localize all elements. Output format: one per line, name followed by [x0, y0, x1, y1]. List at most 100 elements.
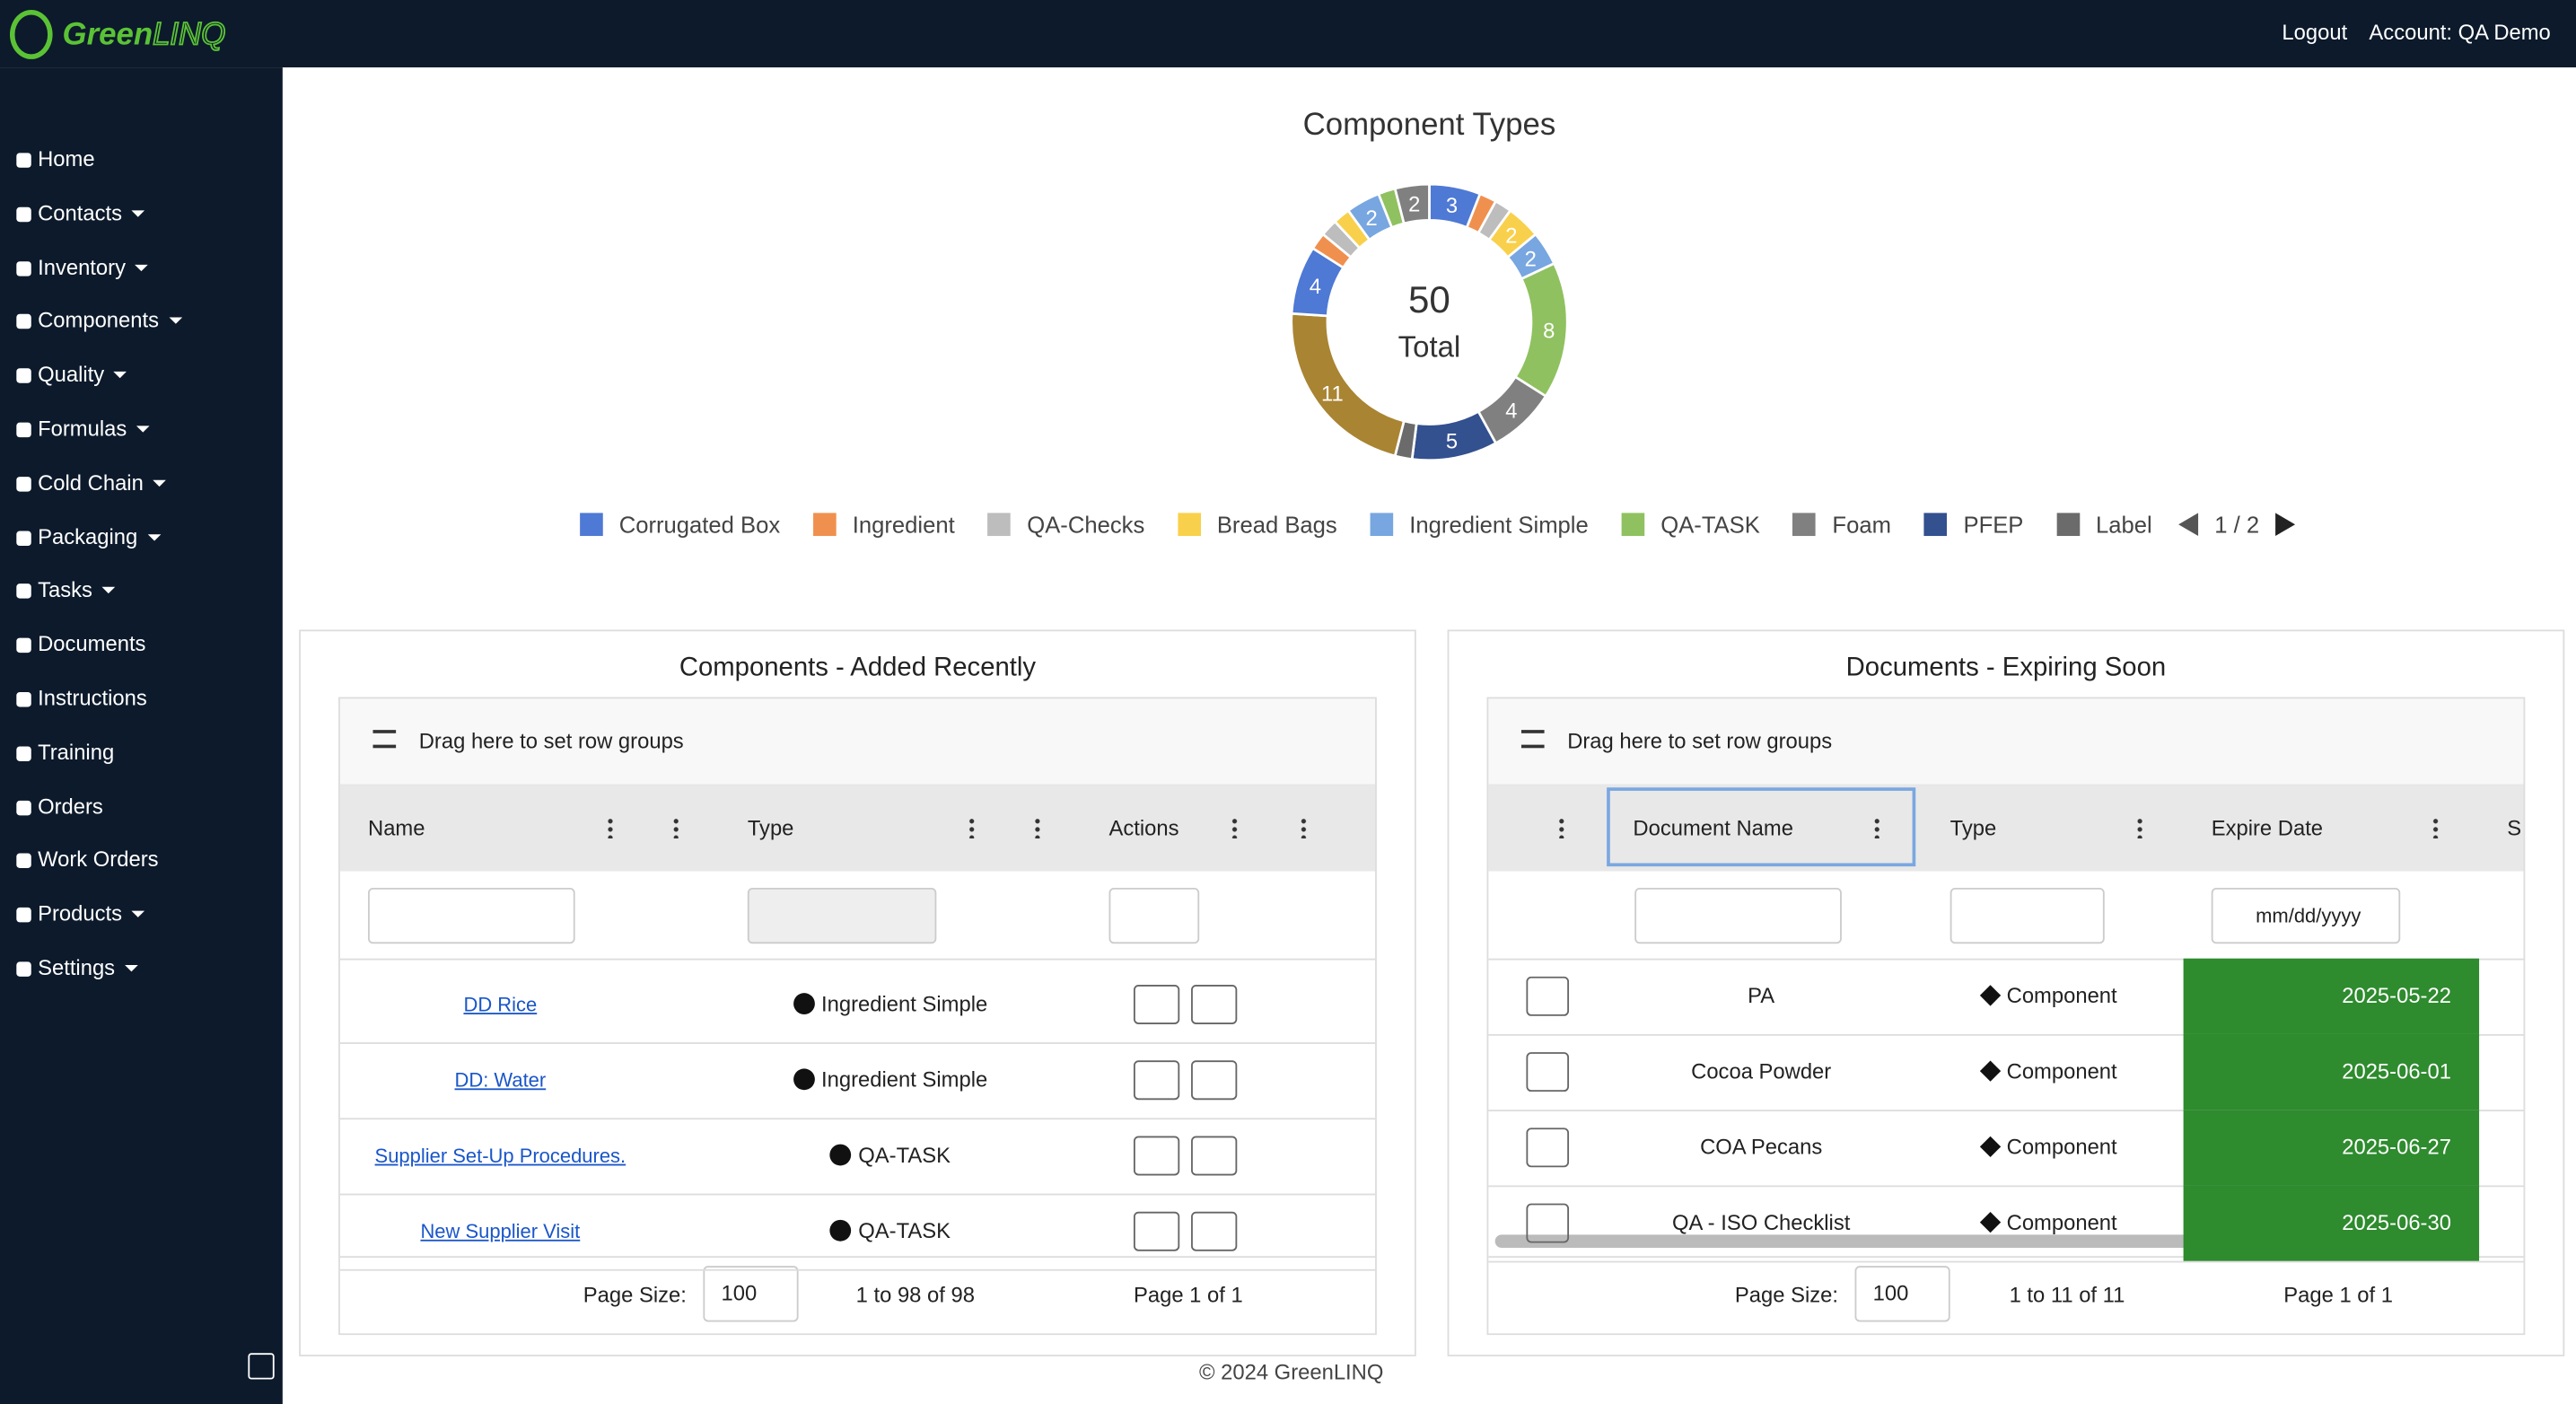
nav-label: Products	[38, 900, 123, 926]
logout[interactable]: Logout	[2282, 19, 2348, 45]
page-size-select[interactable]: 100	[703, 1266, 799, 1322]
legend-item[interactable]: QA-Checks	[987, 512, 1144, 538]
date-filter[interactable]: mm/dd/yyyy	[2211, 887, 2401, 944]
filter-input[interactable]	[747, 887, 937, 944]
column-header[interactable]: S	[2507, 815, 2522, 840]
nav-item[interactable]: Documents	[16, 632, 145, 656]
expire-date: 2025-06-27	[2183, 1110, 2480, 1186]
legend-item[interactable]: Bread Bags	[1177, 512, 1337, 538]
legend-item[interactable]: PFEP	[1923, 512, 2023, 538]
documents-grid: Drag here to set row groups Document Nam…	[1486, 697, 2526, 1336]
view-button[interactable]	[1526, 1128, 1570, 1168]
column-header[interactable]: Name	[368, 815, 425, 840]
filter-input[interactable]	[1950, 887, 2105, 944]
type-text: Component	[2006, 1209, 2117, 1235]
nav-item[interactable]: Packaging	[16, 523, 161, 548]
name-link[interactable]: Supplier Set-Up Procedures.	[374, 1144, 626, 1168]
caret	[136, 426, 150, 433]
data-label: 4	[1310, 275, 1321, 299]
nav-item[interactable]: Training	[16, 740, 114, 764]
nav-item[interactable]: Components	[16, 308, 182, 333]
nav-item[interactable]: Inventory	[16, 254, 149, 279]
legend-item[interactable]: Corrugated Box	[579, 512, 780, 538]
column-header[interactable]: Actions	[1108, 815, 1179, 840]
legend-item[interactable]: Foam	[1792, 512, 1891, 538]
legend-swatch	[987, 513, 1011, 537]
view-button[interactable]	[1526, 1203, 1570, 1243]
nav-icon	[16, 368, 31, 384]
nav-label: Documents	[38, 631, 146, 657]
type-cell: Component	[1919, 959, 2182, 1034]
cart-button[interactable]	[1191, 1136, 1238, 1176]
legend-item[interactable]: Ingredient	[812, 512, 955, 538]
link-button[interactable]	[1133, 1060, 1180, 1101]
nav-item[interactable]: Contacts	[16, 200, 145, 225]
view-button[interactable]	[1526, 1052, 1570, 1092]
name-link[interactable]: DD: Water	[454, 1068, 547, 1092]
legend-swatch	[1792, 513, 1817, 537]
page-size-select[interactable]: 100	[1854, 1266, 1950, 1322]
filter-input[interactable]	[1634, 887, 1842, 944]
nav-label: Instructions	[38, 685, 147, 711]
data-label: 2	[1408, 192, 1420, 216]
link-button[interactable]	[1133, 1136, 1180, 1176]
nav-item[interactable]: Home	[16, 146, 95, 171]
caret	[125, 965, 138, 972]
cart-button[interactable]	[1191, 1060, 1238, 1101]
nav-item[interactable]: Settings	[16, 955, 138, 980]
cart-button[interactable]	[1191, 985, 1238, 1024]
data-label: 5	[1446, 429, 1458, 453]
total-label: Total	[1398, 329, 1461, 363]
column-header[interactable]: Document Name	[1633, 815, 1793, 840]
cart-button[interactable]	[1191, 1211, 1238, 1251]
prev-arrow[interactable]	[2177, 513, 2198, 537]
nav-item[interactable]: Work Orders	[16, 847, 159, 872]
pagination: Page Size: 100 1 to 98 of 98 Page 1 of 1	[339, 1256, 1376, 1334]
group-bar: Drag here to set row groups	[1488, 698, 2524, 786]
nav-icon	[16, 800, 31, 815]
tag-icon	[1980, 1136, 2002, 1158]
legend-item[interactable]: Ingredient Simple	[1370, 512, 1589, 538]
type-dot	[793, 1068, 815, 1091]
link-button[interactable]	[1133, 1211, 1180, 1251]
nav-item[interactable]: Quality	[16, 362, 127, 387]
expire-date: 2025-05-22	[2183, 958, 2480, 1034]
legend-pager: 1 / 2	[2177, 512, 2296, 538]
nav-item[interactable]: Products	[16, 901, 145, 926]
legend-item[interactable]: QA-TASK	[1621, 512, 1760, 538]
name-link[interactable]: DD Rice	[463, 993, 538, 1016]
column-header[interactable]: Type	[1950, 815, 1997, 840]
next-arrow[interactable]	[2275, 513, 2296, 537]
name-link[interactable]: New Supplier Visit	[420, 1219, 581, 1243]
type-text: Ingredient Simple	[821, 991, 988, 1016]
nav-icon	[16, 908, 31, 923]
account[interactable]: Account: QA Demo	[2369, 19, 2551, 45]
nav-icon	[16, 637, 31, 654]
legend-item[interactable]: Label	[2056, 512, 2152, 538]
collapse-button[interactable]	[248, 1353, 275, 1380]
column-header[interactable]: Type	[747, 815, 794, 840]
nav-label: Cold Chain	[38, 469, 144, 495]
legend: Corrugated Box Ingredient QA-Checks Bread B…	[283, 512, 2576, 538]
caret	[135, 264, 149, 271]
data-label: 2	[1365, 206, 1377, 231]
column-headers: Document Name Type Expire Date S	[1488, 784, 2524, 872]
nav-item[interactable]: Cold Chain	[16, 469, 167, 495]
data-label: 2	[1525, 247, 1537, 271]
nav-item[interactable]: Formulas	[16, 416, 150, 441]
column-header[interactable]: Expire Date	[2211, 815, 2324, 840]
filter-input[interactable]	[368, 887, 575, 944]
type-cell: Component	[1919, 1185, 2182, 1260]
nav-item[interactable]: Tasks	[16, 578, 116, 602]
donut-segment	[1393, 182, 1431, 225]
filter-input[interactable]	[1108, 887, 1200, 944]
link-button[interactable]	[1133, 985, 1180, 1024]
type-text: Component	[2006, 1058, 2117, 1084]
nav-item[interactable]: Orders	[16, 794, 103, 818]
data-label: 3	[1446, 194, 1458, 218]
group-hint: Drag here to set row groups	[418, 728, 684, 753]
logo[interactable]: GreenLINQ	[63, 17, 227, 54]
view-button[interactable]	[1526, 976, 1570, 1016]
nav-item[interactable]: Instructions	[16, 685, 147, 711]
nav-icon	[16, 584, 31, 600]
